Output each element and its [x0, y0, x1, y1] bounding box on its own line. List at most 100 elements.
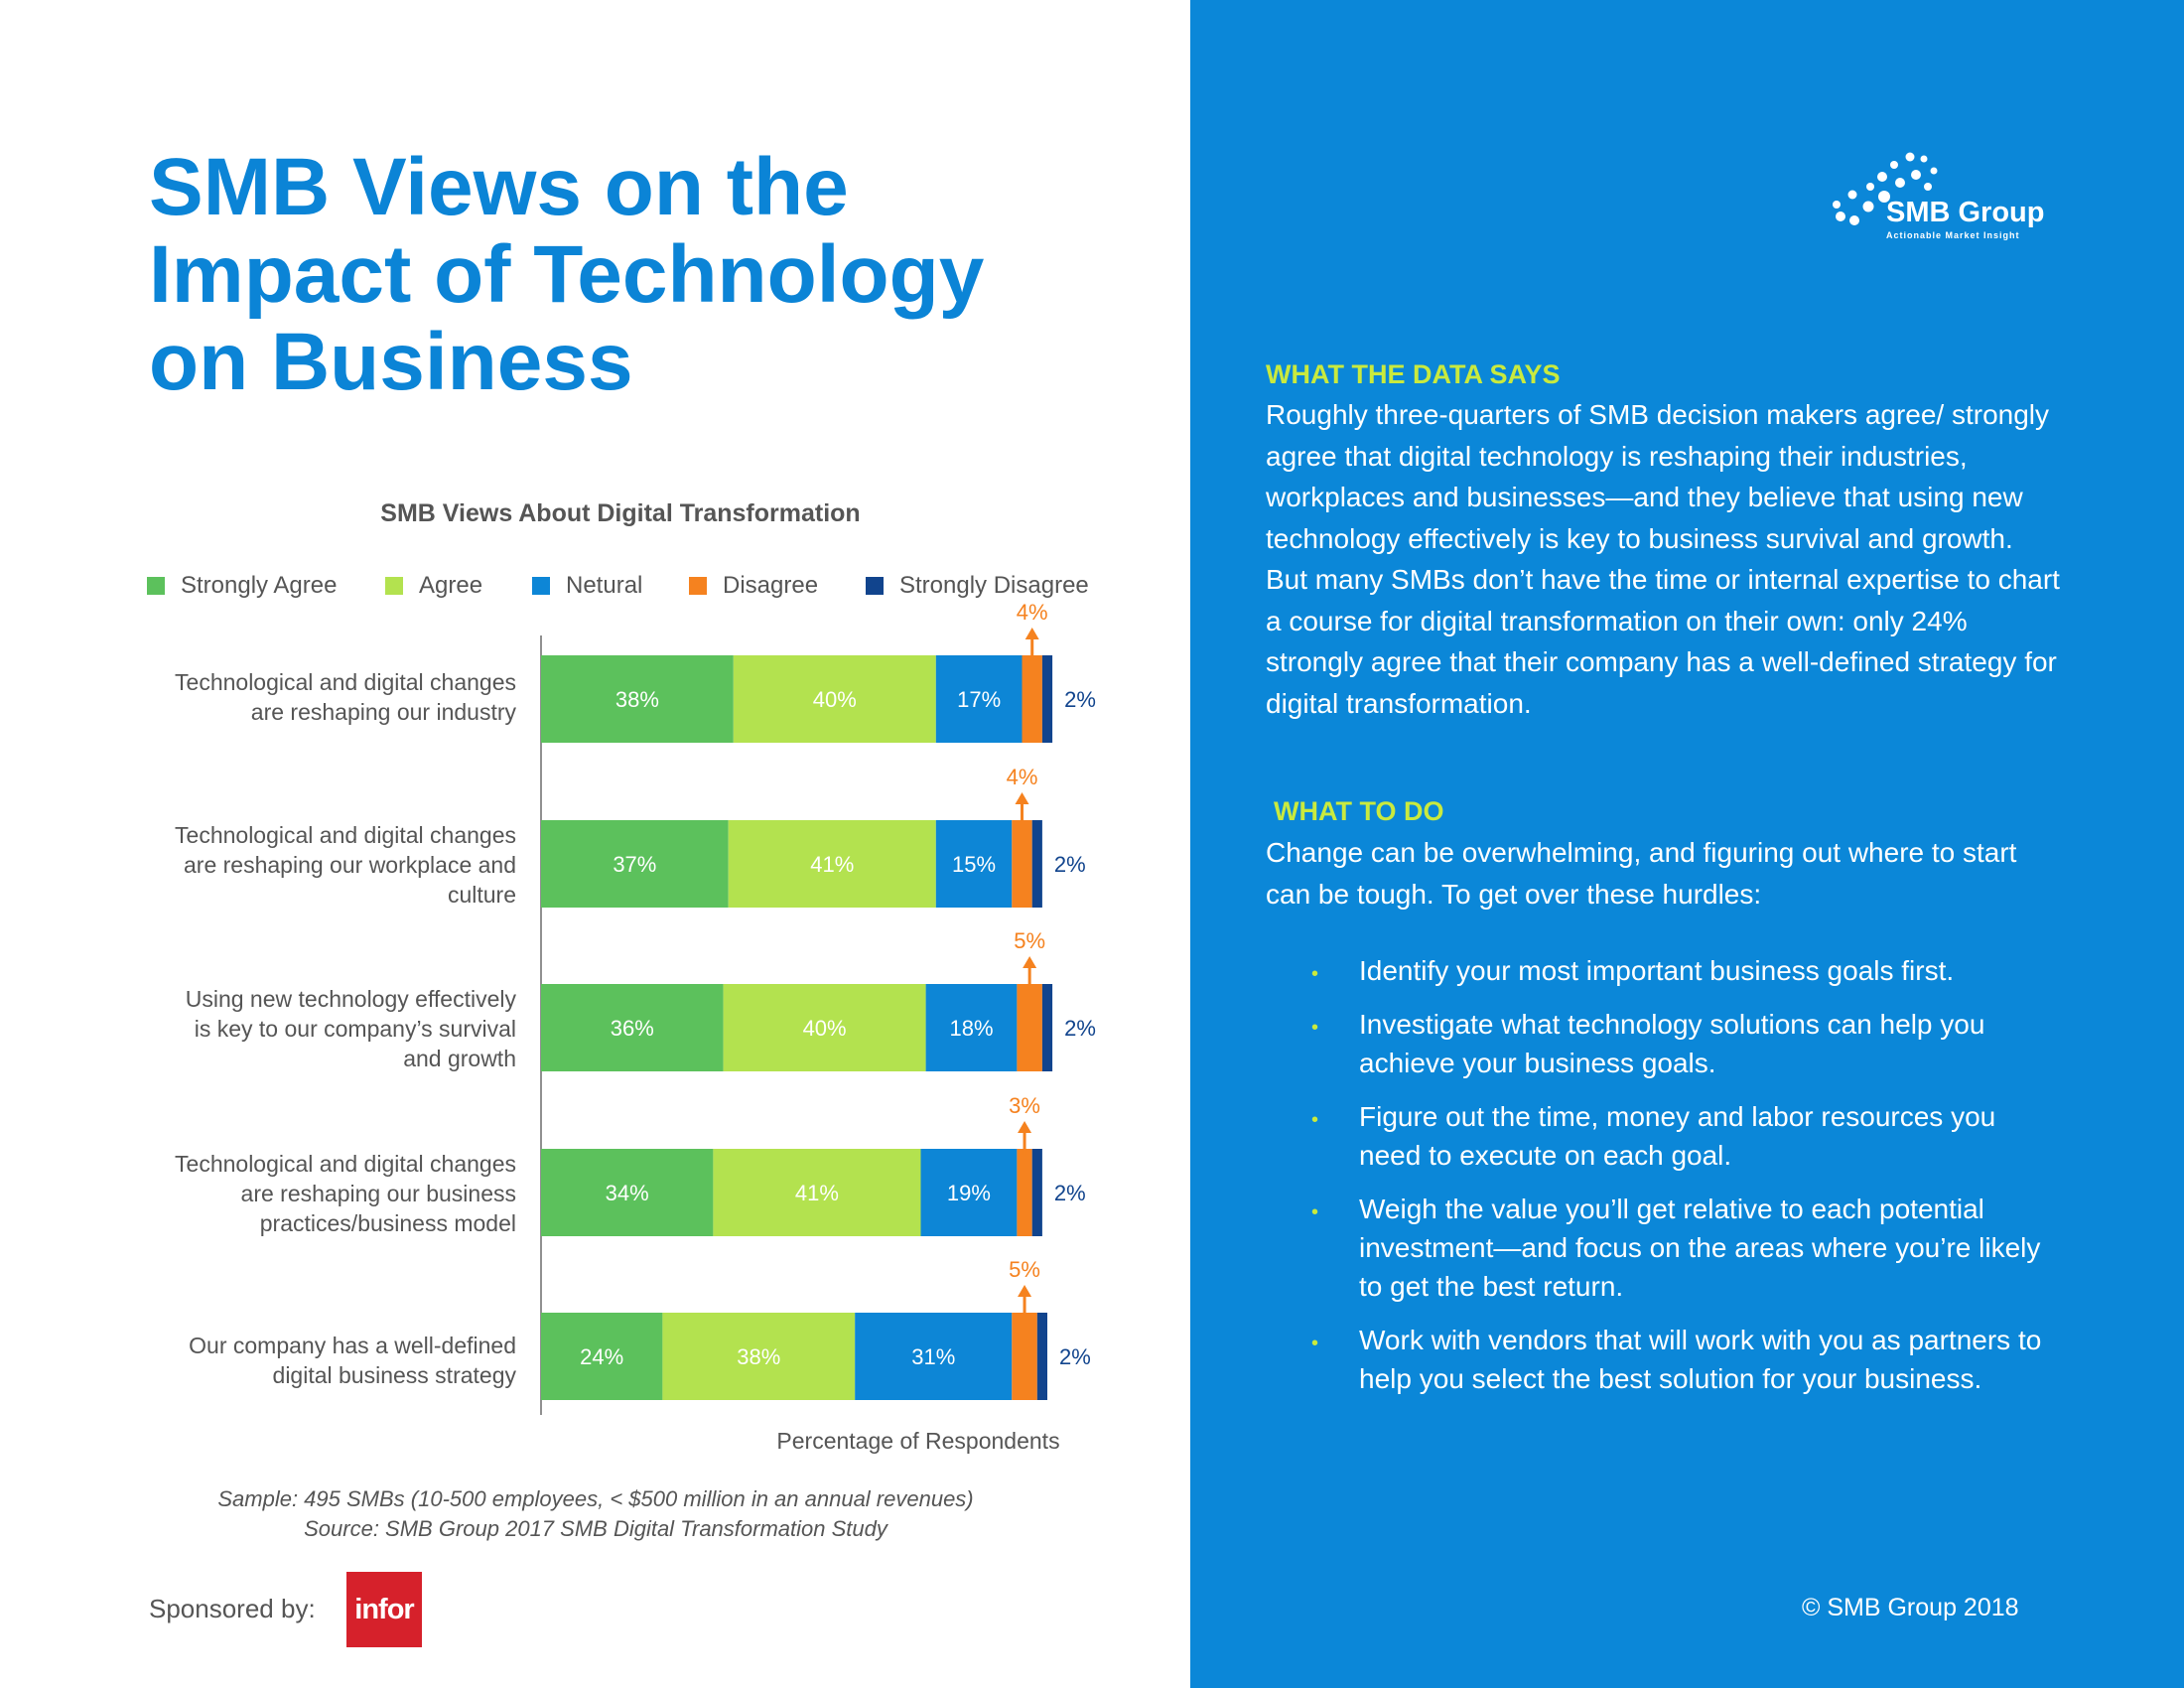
bar-segment: [541, 984, 724, 1071]
disagree-pointer-arrow-icon: [1018, 1285, 1032, 1297]
disagree-pointer-arrow-icon: [1015, 792, 1029, 804]
smb-group-logo-icon: [1833, 152, 1938, 225]
bar-segment: [1017, 984, 1042, 1071]
data-label: 37%: [613, 852, 656, 877]
row-label: Using new technology effectively is key …: [99, 984, 516, 1073]
bar-segment: [541, 655, 734, 743]
row-label-line: Using new technology effectively: [185, 986, 516, 1012]
bullet-icon: •: [1311, 1109, 1319, 1131]
list-item: • Investigate what technology solutions …: [1305, 1005, 2060, 1082]
legend-label: Disagree: [723, 572, 819, 599]
bar-segment: [541, 820, 729, 908]
data-label: 19%: [947, 1181, 991, 1205]
data-label: 2%: [1059, 1344, 1091, 1369]
bar-segment: [723, 984, 926, 1071]
data-label: 34%: [606, 1181, 649, 1205]
row-label-line: are reshaping our workplace and: [184, 852, 516, 878]
what-to-do-paragraph: Change can be overwhelming, and figuring…: [1266, 837, 2017, 910]
legend-label: Strongly Disagree: [899, 572, 1089, 599]
sponsor-label: Sponsored by:: [149, 1594, 316, 1623]
legend-swatch: [147, 577, 165, 595]
bar-segment: [1012, 1313, 1037, 1400]
bar-segment: [733, 655, 936, 743]
what-to-do-heading: WHAT TO DO: [1274, 796, 1444, 826]
disagree-pointer-arrow-icon: [1024, 628, 1039, 639]
bullet-icon: •: [1311, 1017, 1319, 1039]
row-label-line: is key to our company’s survival: [194, 1016, 516, 1042]
list-item-text: Investigate what technology solutions ca…: [1359, 1009, 1985, 1078]
data-label: 2%: [1054, 1181, 1086, 1205]
data-label: 18%: [949, 1016, 993, 1041]
data-label: 36%: [611, 1016, 654, 1041]
infographic-right-panel: [1190, 0, 2184, 1688]
row-label-line: and growth: [403, 1046, 516, 1071]
page-title-line: SMB Views on the: [149, 142, 849, 232]
bullet-icon: •: [1311, 963, 1319, 985]
chart-notes: Sample: 495 SMBs (10-500 employees, < $5…: [149, 1484, 1042, 1544]
bar-segment: [662, 1313, 856, 1400]
list-item-text: Figure out the time, money and labor res…: [1359, 1101, 1996, 1171]
page-title-line: Impact of Technology: [149, 229, 985, 320]
infor-logo: infor: [346, 1572, 422, 1647]
row-label: Technological and digital changes are re…: [99, 820, 516, 910]
row-label-line: Our company has a well-defined: [189, 1333, 516, 1358]
data-label: 4%: [1017, 600, 1048, 625]
source-note: Source: SMB Group 2017 SMB Digital Trans…: [304, 1516, 887, 1541]
data-label: 5%: [1009, 1257, 1040, 1282]
data-label: 38%: [615, 687, 659, 712]
data-label: 31%: [911, 1344, 955, 1369]
brand-name: SMB Group: [1886, 197, 2045, 228]
brand-tagline: Actionable Market Insight: [1886, 230, 2020, 240]
legend-swatch: [385, 577, 403, 595]
bar-segment: [925, 984, 1018, 1071]
infographic-left-panel: SMB Views on the Impact of Technology on…: [99, 144, 1140, 1647]
recommendation-list: • Identify your most important business …: [1305, 951, 2060, 1413]
bar-segment: [920, 1149, 1018, 1236]
data-label: 17%: [957, 687, 1001, 712]
chart-legend: Strongly Agree Agree Netural Disagree St…: [147, 572, 1140, 602]
copyright-text: © SMB Group 2018: [1802, 1594, 2019, 1621]
legend-swatch: [866, 577, 884, 595]
bar-segment: [935, 820, 1013, 908]
page-title: SMB Views on the Impact of Technology on…: [149, 144, 1092, 406]
bar-segment: [541, 1313, 663, 1400]
legend-label: Strongly Agree: [181, 572, 338, 599]
list-item: • Work with vendors that will work with …: [1305, 1321, 2060, 1398]
legend-item-agree: Agree: [385, 572, 482, 600]
data-label: 15%: [952, 852, 996, 877]
row-label-line: digital business strategy: [272, 1362, 516, 1388]
list-item-text: Identify your most important business go…: [1359, 955, 1955, 986]
bar-segment: [1041, 655, 1053, 743]
bar-segment: [855, 1313, 1013, 1400]
row-label-line: are reshaping our business: [240, 1181, 516, 1206]
data-label: 3%: [1009, 1093, 1040, 1118]
legend-item-netural: Netural: [532, 572, 642, 600]
data-label: 40%: [813, 687, 857, 712]
data-label: 38%: [737, 1344, 780, 1369]
data-label: 40%: [803, 1016, 847, 1041]
data-label: 2%: [1054, 852, 1086, 877]
list-item: • Identify your most important business …: [1305, 951, 2060, 990]
bar-segment: [713, 1149, 921, 1236]
legend-label: Agree: [419, 572, 483, 599]
bar-segment: [1017, 1149, 1032, 1236]
data-says-paragraph: Roughly three-quarters of SMB decision m…: [1266, 399, 2060, 719]
bar-segment: [541, 1149, 714, 1236]
bar-segment: [1041, 984, 1053, 1071]
legend-item-strongly-disagree: Strongly Disagree: [866, 572, 1089, 600]
row-label-line: are reshaping our industry: [250, 699, 516, 725]
data-label: 41%: [810, 852, 854, 877]
list-item-text: Weigh the value you’ll get relative to e…: [1359, 1194, 2041, 1302]
list-item: • Figure out the time, money and labor r…: [1305, 1097, 2060, 1175]
data-label: 4%: [1007, 765, 1038, 789]
data-label: 2%: [1064, 1016, 1096, 1041]
bar-segment: [1022, 655, 1042, 743]
data-label: 5%: [1014, 928, 1045, 953]
row-label-line: Technological and digital changes: [175, 822, 516, 848]
bullet-icon: •: [1311, 1201, 1319, 1223]
legend-swatch: [532, 577, 550, 595]
bullet-icon: •: [1311, 1333, 1319, 1354]
data-label: 41%: [795, 1181, 839, 1205]
data-label: 2%: [1064, 687, 1096, 712]
row-label: Technological and digital changes are re…: [99, 1149, 516, 1238]
